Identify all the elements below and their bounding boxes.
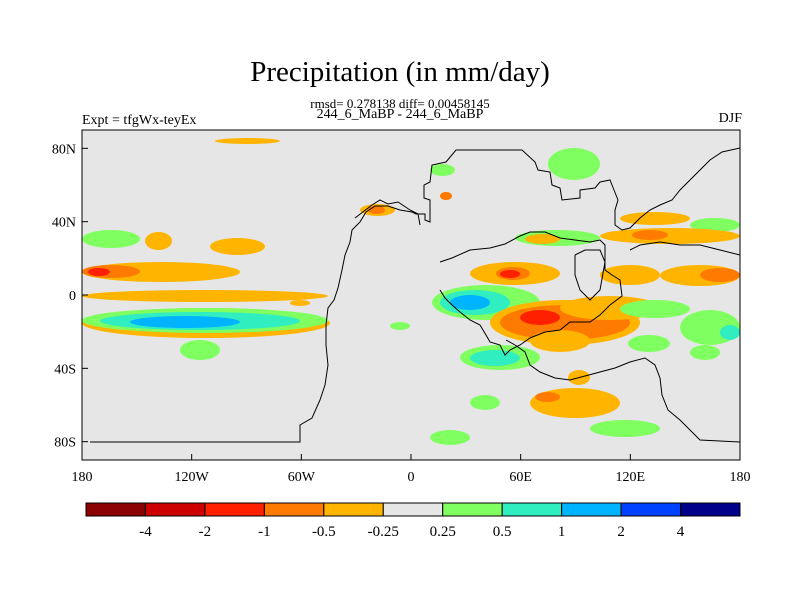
anomaly-patch <box>520 310 560 325</box>
anomaly-patch <box>548 148 600 180</box>
anomaly-patch <box>430 430 470 445</box>
colorbar-label: -0.5 <box>312 524 336 540</box>
continent-outline <box>90 147 740 443</box>
anomaly-patch <box>690 345 720 360</box>
colorbar-swatch <box>323 502 384 517</box>
anomaly-patch <box>88 268 110 276</box>
plot-subtitle: 244_6_MaBP - 244_6_MaBP <box>316 107 484 122</box>
y-tick-label: 40N <box>52 216 76 231</box>
continent-outline <box>354 199 421 226</box>
x-axis: 180 120W 60W 0 60E 120E 180 <box>72 454 751 485</box>
anomaly-patch <box>145 232 172 250</box>
plot-title: Precipitation (in mm/day) <box>250 56 550 88</box>
anomaly-patch <box>215 138 280 144</box>
stats-line: rmsd= 0.278138 diff= 0.00458145 <box>310 96 490 111</box>
x-tick-label: 120E <box>616 470 646 485</box>
y-tick-label: 0 <box>69 289 76 304</box>
anomaly-patch <box>700 268 740 282</box>
anomaly-patch <box>210 238 265 255</box>
y-axis: 80N 40N 0 40S 80S <box>52 142 88 451</box>
colorbar-swatch <box>263 502 325 517</box>
continent-outline <box>629 241 740 256</box>
colorbar-swatch <box>442 502 503 517</box>
anomaly-patch <box>368 206 385 214</box>
continent-outline <box>505 339 740 443</box>
anomaly-patch <box>720 325 740 340</box>
colorbar-label: -0.25 <box>368 524 399 540</box>
anomaly-patch <box>82 290 328 302</box>
anomaly-patch <box>620 300 690 318</box>
anomaly-patch <box>450 295 490 310</box>
anomaly-patches <box>82 138 740 445</box>
colorbar-label: -1 <box>258 524 271 540</box>
colorbar-label: 0.5 <box>493 524 512 540</box>
season-label: DJF <box>718 111 742 126</box>
colorbar-label: 2 <box>617 524 625 540</box>
colorbar-label: -2 <box>199 524 212 540</box>
anomaly-patch <box>130 316 240 328</box>
x-tick-label: 180 <box>730 470 751 485</box>
anomaly-patch <box>180 340 220 360</box>
anomaly-patch <box>470 350 520 366</box>
x-tick-label: 180 <box>72 470 93 485</box>
colorbar-swatch <box>620 502 682 517</box>
anomaly-patch <box>590 420 660 437</box>
colorbar-swatch <box>561 502 622 517</box>
anomaly-patch <box>600 265 660 285</box>
anomaly-patch <box>290 300 310 306</box>
x-tick-label: 0 <box>408 470 415 485</box>
colorbar: -4 -2 -1 -0.5 -0.25 0.25 0.5 1 2 4 <box>85 502 741 540</box>
anomaly-patch <box>390 322 410 330</box>
y-tick-label: 80S <box>54 436 76 451</box>
anomaly-patch <box>632 230 668 240</box>
anomaly-patch <box>628 335 670 352</box>
anomaly-patch <box>530 330 590 352</box>
x-tick-label: 120W <box>175 470 210 485</box>
y-tick-label: 80N <box>52 142 76 157</box>
anomaly-patch <box>430 164 455 176</box>
experiment-label: Expt = tfgWx-teyEx <box>82 113 197 128</box>
x-tick-label: 60W <box>288 470 316 485</box>
colorbar-label: 4 <box>677 524 685 540</box>
colorbar-swatch <box>382 502 444 517</box>
continent-outline <box>439 231 623 356</box>
colorbar-swatch <box>680 502 741 517</box>
anomaly-patch <box>600 228 740 244</box>
anomaly-patch <box>440 192 452 200</box>
anomaly-patch <box>535 392 560 402</box>
anomaly-patch <box>500 270 520 278</box>
continent-outline <box>574 249 606 301</box>
x-tick-label: 60E <box>509 470 532 485</box>
colorbar-label: 1 <box>558 524 566 540</box>
colorbar-swatch <box>501 502 563 517</box>
colorbar-swatch <box>204 502 265 517</box>
colorbar-label: 0.25 <box>430 524 456 540</box>
anomaly-patch <box>620 212 690 225</box>
y-tick-label: 40S <box>54 362 76 377</box>
anomaly-patch <box>470 395 500 410</box>
colorbar-swatch <box>85 502 146 517</box>
colorbar-label: -4 <box>139 524 152 540</box>
colorbar-swatch <box>144 502 206 517</box>
anomaly-patch <box>82 230 140 248</box>
anomaly-patch <box>690 218 740 232</box>
anomaly-patch <box>525 234 560 244</box>
